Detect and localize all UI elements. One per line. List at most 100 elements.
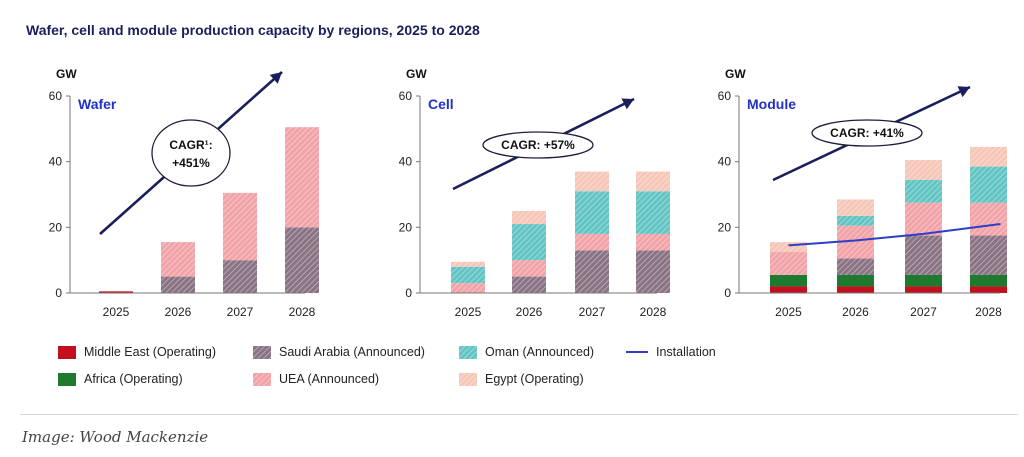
- module-x-tick-label: 2026: [842, 305, 869, 319]
- module-bar-middle-east: [837, 286, 874, 293]
- wafer-x-tick-label: 2028: [289, 305, 316, 319]
- module-bar-saudi-arabia: [837, 258, 874, 275]
- module-x-tick-label: 2028: [975, 305, 1002, 319]
- legend-label-installation: Installation: [656, 345, 716, 359]
- wafer-y-tick-label: 40: [49, 155, 63, 169]
- cell-bar-egypt: [512, 210, 546, 225]
- cell-bar-egypt: [575, 171, 609, 192]
- cell-y-tick-label: 20: [399, 220, 413, 234]
- legend-label-saudi-arabia: Saudi Arabia (Announced): [279, 345, 425, 359]
- module-installation-line: [788, 223, 1001, 247]
- module-unit-label: GW: [725, 67, 746, 81]
- legend-line-installation: [626, 351, 648, 353]
- legend-swatch-oman: [459, 345, 477, 359]
- legend-swatch-africa: [58, 372, 76, 386]
- wafer-cagr-bubble: [151, 119, 231, 187]
- cell-panel-label: Cell: [428, 96, 454, 112]
- wafer-x-tick-label: 2025: [103, 305, 130, 319]
- cell-bar-oman: [512, 224, 546, 261]
- legend-egypt: Egypt (Operating): [459, 372, 584, 386]
- wafer-y-tick-label: 0: [55, 286, 62, 300]
- wafer-cagr-label: CAGR¹:: [169, 138, 212, 152]
- module-bar-africa: [905, 274, 942, 287]
- module-y-tick-label: 0: [724, 286, 731, 300]
- module-bar-africa: [837, 274, 874, 287]
- module-bar-saudi-arabia: [970, 235, 1007, 275]
- module-cagr-arrowhead: [957, 86, 970, 98]
- wafer-cagr-arrowhead: [269, 72, 282, 84]
- module-bar-africa: [970, 274, 1007, 287]
- cell-cagr-label: CAGR: +57%: [501, 138, 575, 152]
- cell-bar-saudi-arabia: [575, 250, 609, 293]
- module-bar-uea: [770, 251, 807, 275]
- cell-bar-uea: [512, 260, 546, 277]
- module-panel: GW 0 20 40 60 Module 2025 2026 2027 2028 CAGR: +41…: [718, 67, 1007, 319]
- wafer-x-tick-label: 2026: [165, 305, 192, 319]
- module-bar-middle-east: [970, 286, 1007, 293]
- cell-bar-oman: [451, 266, 485, 284]
- module-bar-oman: [970, 166, 1007, 203]
- cell-cagr-arrowhead: [621, 98, 634, 110]
- module-bar-africa: [770, 274, 807, 287]
- module-x-tick-label: 2027: [910, 305, 937, 319]
- cell-bar-uea: [636, 233, 670, 251]
- cell-bar-saudi-arabia: [636, 250, 670, 293]
- legend-saudi-arabia: Saudi Arabia (Announced): [253, 345, 425, 359]
- module-panel-label: Module: [747, 96, 796, 112]
- module-y-tick-label: 20: [718, 220, 732, 234]
- cell-panel: GW 0 20 40 60 Cell 2025 2026 2027 2028 CAGR: +57%: [399, 67, 670, 319]
- cell-bar-egypt: [636, 171, 670, 192]
- legend-middle-east: Middle East (Operating): [58, 345, 216, 359]
- cell-unit-label: GW: [406, 67, 427, 81]
- wafer-bar-saudi-arabia: [161, 276, 195, 293]
- legend-label-africa: Africa (Operating): [84, 372, 183, 386]
- legend-label-uea: UEA (Announced): [279, 372, 380, 386]
- module-bar-uea: [970, 202, 1007, 236]
- module-bar-middle-east: [905, 286, 942, 293]
- wafer-y-tick-label: 60: [49, 89, 63, 103]
- wafer-bar-middle-east: [99, 291, 133, 293]
- legend-swatch-uea: [253, 372, 271, 386]
- legend-swatch-saudi-arabia: [253, 345, 271, 359]
- cell-cagr-bubble: [482, 131, 594, 159]
- cell-y-tick-label: 40: [399, 155, 413, 169]
- wafer-bar-uea: [285, 127, 319, 228]
- module-cagr-label: CAGR: +41%: [830, 126, 904, 140]
- wafer-panel: GW 0 20 40 60 Wafer 2025 2026 2027 2028 CAGR¹: +451…: [49, 67, 319, 319]
- cell-x-tick-label: 2028: [640, 305, 667, 319]
- wafer-bar-uea: [223, 192, 257, 261]
- image-caption: Image: Wood Mackenzie: [22, 428, 209, 446]
- legend-label-egypt: Egypt (Operating): [485, 372, 584, 386]
- cell-bar-uea: [451, 283, 485, 293]
- module-bar-egypt: [970, 146, 1007, 167]
- wafer-bar-saudi-arabia: [223, 260, 257, 293]
- wafer-bar-uea: [161, 242, 195, 277]
- legend-africa: Africa (Operating): [58, 372, 183, 386]
- module-y-tick-label: 60: [718, 89, 732, 103]
- cell-x-tick-label: 2026: [516, 305, 543, 319]
- cell-x-tick-label: 2027: [579, 305, 606, 319]
- wafer-x-tick-label: 2027: [227, 305, 254, 319]
- cell-y-tick-label: 60: [399, 89, 413, 103]
- module-bar-saudi-arabia: [905, 235, 942, 275]
- legend-label-oman: Oman (Announced): [485, 345, 595, 359]
- module-bar-egypt: [905, 160, 942, 180]
- module-bar-uea: [905, 202, 942, 236]
- module-x-tick-label: 2025: [775, 305, 802, 319]
- cell-bar-oman: [636, 191, 670, 234]
- caption-divider: [20, 414, 1018, 415]
- legend-label-middle-east: Middle East (Operating): [84, 345, 217, 359]
- cell-bar-saudi-arabia: [512, 276, 546, 293]
- module-bar-egypt: [770, 242, 807, 252]
- legend-swatch-egypt: [459, 372, 477, 386]
- legend-swatch-middle-east: [58, 345, 76, 359]
- chart-figure: GW 0 20 40 60 Wafer 2025 2026 2027 2028 CAGR¹: +451…: [49, 67, 1007, 319]
- wafer-cagr-value: +451%: [172, 156, 210, 170]
- wafer-bar-saudi-arabia: [285, 227, 319, 293]
- module-cagr-bubble: [811, 119, 923, 147]
- module-bar-egypt: [837, 199, 874, 216]
- module-bar-middle-east: [770, 286, 807, 293]
- cell-bar-egypt: [451, 261, 485, 267]
- cell-bar-uea: [575, 233, 609, 251]
- wafer-y-tick-label: 20: [49, 220, 63, 234]
